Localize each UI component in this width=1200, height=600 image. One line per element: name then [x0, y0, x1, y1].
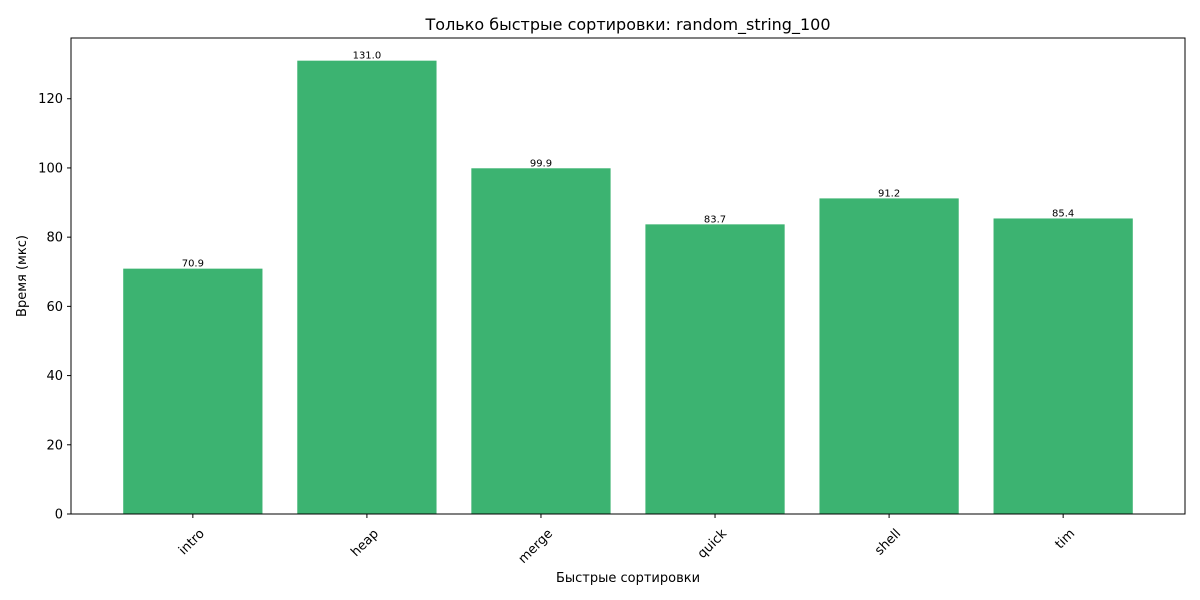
x-tick-label-merge: merge — [516, 526, 556, 566]
x-tick-label-heap: heap — [348, 526, 382, 560]
bar-tim — [993, 218, 1133, 514]
data-label-heap: 131.0 — [353, 51, 382, 62]
x-tick-label-intro: intro — [176, 526, 208, 558]
data-label-merge: 99.9 — [530, 158, 552, 169]
x-tick-label-tim: tim — [1052, 526, 1078, 552]
x-axis-label: Быстрые сортировки — [556, 571, 700, 586]
data-label-shell: 91.2 — [878, 188, 900, 199]
plot-frame — [70, 37, 1186, 515]
y-tick-label: 120 — [38, 92, 63, 107]
y-tick-label: 20 — [46, 438, 63, 453]
bar-quick — [645, 224, 785, 515]
y-tick-label: 80 — [46, 231, 63, 246]
data-label-tim: 85.4 — [1052, 208, 1074, 219]
data-label-quick: 83.7 — [704, 214, 726, 225]
y-tick-label: 40 — [46, 369, 63, 384]
x-tick-label-quick: quick — [695, 526, 731, 562]
y-tick-label: 0 — [55, 508, 63, 523]
x-axis-ticks: intro heap merge quick shell tim — [176, 514, 1078, 567]
x-tick-label-shell: shell — [872, 526, 904, 558]
bar-intro — [123, 268, 263, 514]
data-label-intro: 70.9 — [182, 259, 204, 270]
y-axis-ticks: 0 20 40 60 80 100 120 — [38, 92, 71, 523]
bar-merge — [471, 168, 611, 514]
y-tick-label: 100 — [38, 161, 63, 176]
y-tick-label: 60 — [46, 300, 63, 315]
bar-heap — [297, 60, 437, 515]
bars-group: 70.9 131.0 99.9 83.7 91.2 85.4 — [123, 51, 1133, 515]
y-axis-label: Время (мкс) — [15, 235, 30, 317]
bar-shell — [819, 198, 959, 514]
chart-title: Только быстрые сортировки: random_string… — [425, 15, 831, 35]
